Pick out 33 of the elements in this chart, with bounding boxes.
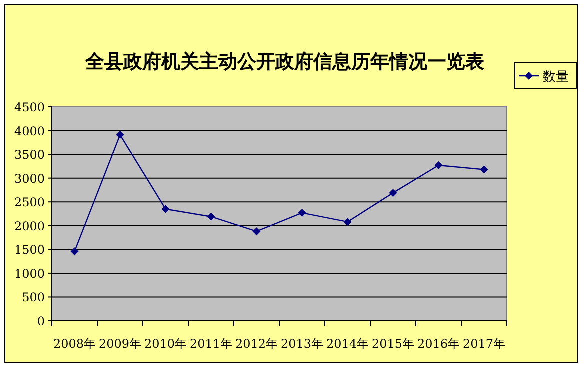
point [344,218,352,226]
y-tick-label: 4500 [14,100,45,114]
legend-label: 数量 [543,70,569,85]
point [252,228,261,236]
y-tick-label: 3500 [14,148,45,162]
y-tick-label: 0 [37,314,45,328]
chart-title: 全县政府机关主动公开政府信息历年情况一览表 [84,51,486,73]
x-tick-label: 2011年 [190,337,233,351]
y-tick-label: 3000 [14,172,45,186]
x-tick-label: 2009年 [98,337,142,351]
x-tick-label: 2008年 [53,337,96,351]
point [207,212,216,221]
point [162,205,170,214]
x-tick-label: 2015年 [372,337,415,351]
x-tick-label: 2014年 [326,337,370,351]
point [434,161,443,170]
x-tick-label: 2012年 [235,337,278,351]
y-tick-label: 1500 [14,243,45,258]
x-tick-label: 2016年 [417,337,460,351]
y-tick-label: 2000 [14,219,45,234]
y-tick-label: 4000 [14,124,45,138]
point [389,189,398,198]
x-tick-label: 2013年 [280,337,324,351]
x-tick-label: 2017年 [462,337,506,351]
x-tick-label: 2010年 [144,337,188,351]
y-tick-label: 500 [22,290,45,305]
point [70,248,79,256]
legend: 数量 [514,62,578,90]
y-tick-label: 1000 [14,266,45,281]
point [298,209,306,218]
y-tick-label: 2500 [14,196,45,210]
point [480,166,488,174]
point [116,131,124,140]
